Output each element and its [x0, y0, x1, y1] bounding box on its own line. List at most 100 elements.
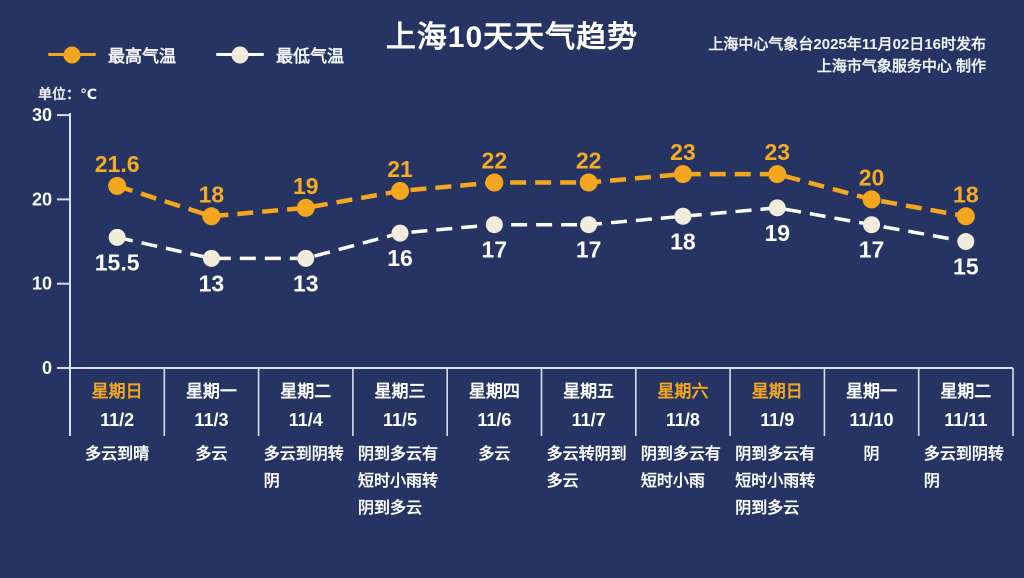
date-label: 11/4: [288, 410, 323, 430]
date-label: 11/11: [944, 410, 988, 430]
low-temp-value: 15: [953, 254, 979, 280]
y-tick-label: 20: [32, 189, 52, 209]
day-cell: 星期一 11/10: [824, 368, 918, 430]
y-tick-label: 10: [32, 274, 52, 294]
day-cell: 星期五 11/7: [541, 368, 635, 430]
date-label: 11/5: [383, 410, 418, 430]
weather-description: 多云转阴到多云: [546, 446, 627, 490]
day-header-row: 星期日 11/2 星期一 11/3 星期二 11/4 星期三 11/5 星期四 11/6 星期五 11…: [70, 368, 1013, 430]
day-cell: 星期三 11/5: [353, 368, 447, 430]
weather-description: 阴: [863, 446, 880, 463]
weekday-label: 星期日: [751, 382, 803, 401]
weekday-label: 星期二: [940, 382, 992, 401]
low-temp-line-icon: [216, 46, 264, 63]
weather-cell: 多云: [447, 441, 541, 468]
high-temp-value: 21: [387, 156, 413, 182]
day-cell: 星期四 11/6: [447, 368, 541, 430]
low-temp-value: 13: [199, 270, 225, 296]
weather-description: 多云到晴: [85, 446, 150, 463]
high-temp-value: 21.6: [95, 151, 140, 177]
weather-description: 多云到阴转阴: [263, 446, 344, 490]
publisher-line2: 上海市气象服务中心 制作: [816, 58, 986, 75]
low-temp-value: 17: [576, 237, 602, 263]
high-temp-point: [485, 173, 504, 192]
high-temp-value: 19: [293, 173, 319, 199]
high-temp-line-icon: [48, 46, 96, 63]
legend: 最高气温 最低气温: [48, 42, 344, 67]
low-temp-point: [485, 216, 503, 234]
y-tick-label: 30: [32, 105, 52, 125]
high-temp-value: 20: [859, 164, 885, 190]
low-temp-point: [957, 233, 975, 251]
low-temp-value: 16: [387, 245, 413, 271]
low-temp-point: [108, 228, 126, 246]
low-temp-value: 17: [859, 237, 885, 263]
high-temp-point: [956, 207, 975, 226]
weekday-label: 星期三: [374, 382, 426, 401]
low-temp-point: [768, 199, 786, 217]
high-temp-value: 18: [953, 181, 979, 207]
legend-low-label: 最低气温: [276, 47, 344, 66]
high-temp-value: 23: [670, 139, 696, 165]
high-temp-point: [768, 165, 787, 184]
date-label: 11/8: [665, 410, 700, 430]
high-temp-value: 23: [764, 139, 790, 165]
weather-description: 多云到阴转阴: [923, 446, 1004, 490]
publisher-info: 上海中心气象台2025年11月02日16时发布 上海市气象服务中心 制作: [708, 34, 986, 78]
low-temp-value: 19: [764, 220, 790, 246]
high-temp-value: 22: [576, 148, 602, 174]
high-temp-point: [296, 198, 315, 217]
legend-item-low: 最低气温: [216, 42, 344, 67]
low-temp-point: [202, 249, 220, 267]
legend-item-high: 最高气温: [48, 42, 176, 67]
date-label: 11/6: [477, 410, 512, 430]
low-temp-line: [116, 206, 967, 261]
legend-high-label: 最高气温: [108, 47, 176, 66]
day-cell: 星期日 11/9: [730, 368, 824, 430]
weekday-label: 星期日: [91, 382, 143, 401]
high-temp-point: [579, 173, 598, 192]
weekday-label: 星期一: [846, 382, 898, 401]
chart-title: 上海10天天气趋势: [385, 21, 639, 54]
weekday-label: 星期五: [563, 382, 615, 401]
day-cell: 星期日 11/2: [70, 368, 164, 430]
low-temp-point: [580, 216, 598, 234]
day-cell: 星期一 11/3: [164, 368, 258, 430]
high-temp-point: [108, 176, 127, 195]
weather-description: 阴到多云有短时小雨转阴到多云: [358, 446, 439, 517]
publisher-line1: 上海中心气象台2025年11月02日16时发布: [708, 36, 986, 53]
weather-description: 多云: [478, 446, 511, 463]
weekday-label: 星期二: [280, 382, 332, 401]
weekday-label: 星期一: [185, 382, 237, 401]
day-cell: 星期二 11/4: [259, 368, 353, 430]
weather-cell: 多云转阴到多云: [541, 441, 635, 495]
high-temp-point: [862, 190, 881, 209]
weather-cell: 阴到多云有短时小雨转阴到多云: [353, 441, 447, 522]
high-temp-point: [673, 165, 692, 184]
weekday-label: 星期六: [657, 382, 709, 401]
date-label: 11/2: [100, 410, 135, 430]
weather-description: 多云: [195, 446, 228, 463]
low-temp-value: 15.5: [95, 249, 140, 275]
date-label: 11/3: [194, 410, 229, 430]
weather-row: 多云到晴 多云 多云到阴转阴 阴到多云有短时小雨转阴到多云 多云 多云转阴到多云 阴到多云有…: [70, 441, 1013, 522]
low-temp-point: [863, 216, 881, 234]
weather-cell: 阴到多云有短时小雨转阴到多云: [730, 441, 824, 522]
high-temp-point: [391, 181, 410, 200]
weekday-label: 星期四: [468, 382, 520, 401]
day-cell: 星期二 11/11: [919, 368, 1013, 430]
unit-label: 单位：℃: [38, 86, 97, 102]
low-temp-value: 13: [293, 270, 319, 296]
low-temp-point: [297, 249, 315, 267]
low-temp-value: 17: [482, 237, 508, 263]
high-temp-line: [116, 171, 967, 219]
date-label: 11/9: [760, 410, 795, 430]
date-label: 11/7: [571, 410, 606, 430]
high-temp-value: 22: [482, 148, 508, 174]
weather-cell: 多云: [164, 441, 258, 468]
day-cell: 星期六 11/8: [636, 368, 730, 430]
weather-cell: 多云到阴转阴: [919, 441, 1013, 495]
low-temp-value: 18: [670, 228, 696, 254]
weather-cell: 阴: [824, 441, 918, 468]
